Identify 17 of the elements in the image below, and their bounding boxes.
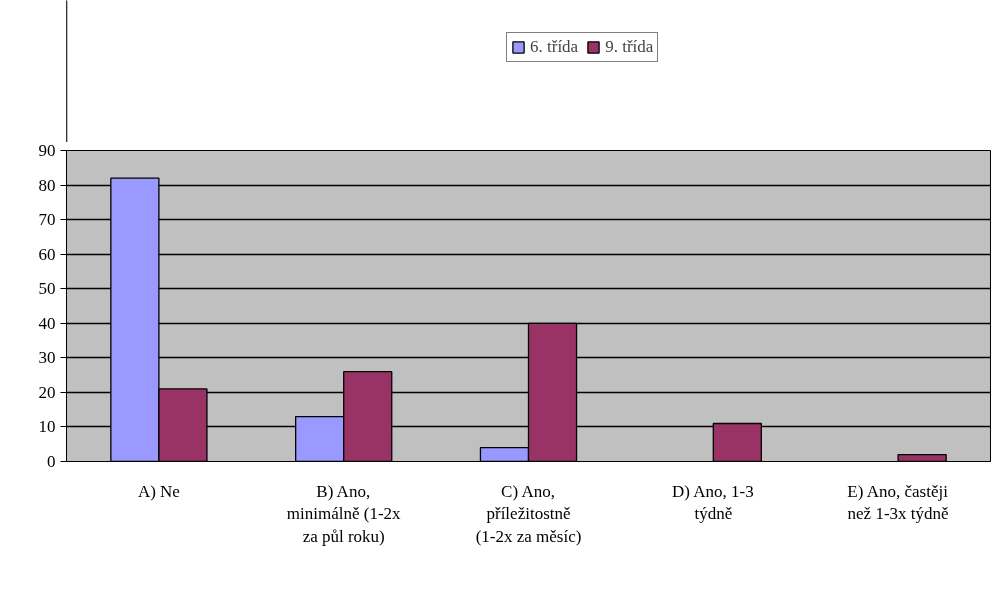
y-tick-label: 90: [38, 141, 56, 160]
y-tick-label: 40: [38, 313, 56, 333]
x-tick-label: A) Ne: [137, 481, 180, 501]
y-tick-label: 60: [38, 244, 56, 264]
legend-label: 6. třída: [530, 37, 579, 57]
y-tick-label: 20: [38, 382, 56, 402]
y-tick-label: 80: [38, 175, 56, 195]
x-tick-label: D) Ano, 1-3 týdně: [671, 481, 754, 524]
legend-label: 9. třída: [605, 37, 654, 57]
y-tick-label: 30: [38, 348, 56, 368]
x-tick-label: C) Ano, příležitostně (1-2x za měsíc): [475, 481, 582, 547]
y-tick-label: 0: [47, 452, 56, 471]
x-tick-label: B) Ano, minimálně (1-2x za půl roku): [286, 481, 402, 547]
y-tick-label: 10: [38, 417, 56, 437]
y-tick-label: 50: [38, 279, 56, 299]
x-tick-label: E) Ano, častěji než 1-3x týdně: [847, 481, 949, 524]
y-tick-label: 70: [38, 210, 56, 230]
